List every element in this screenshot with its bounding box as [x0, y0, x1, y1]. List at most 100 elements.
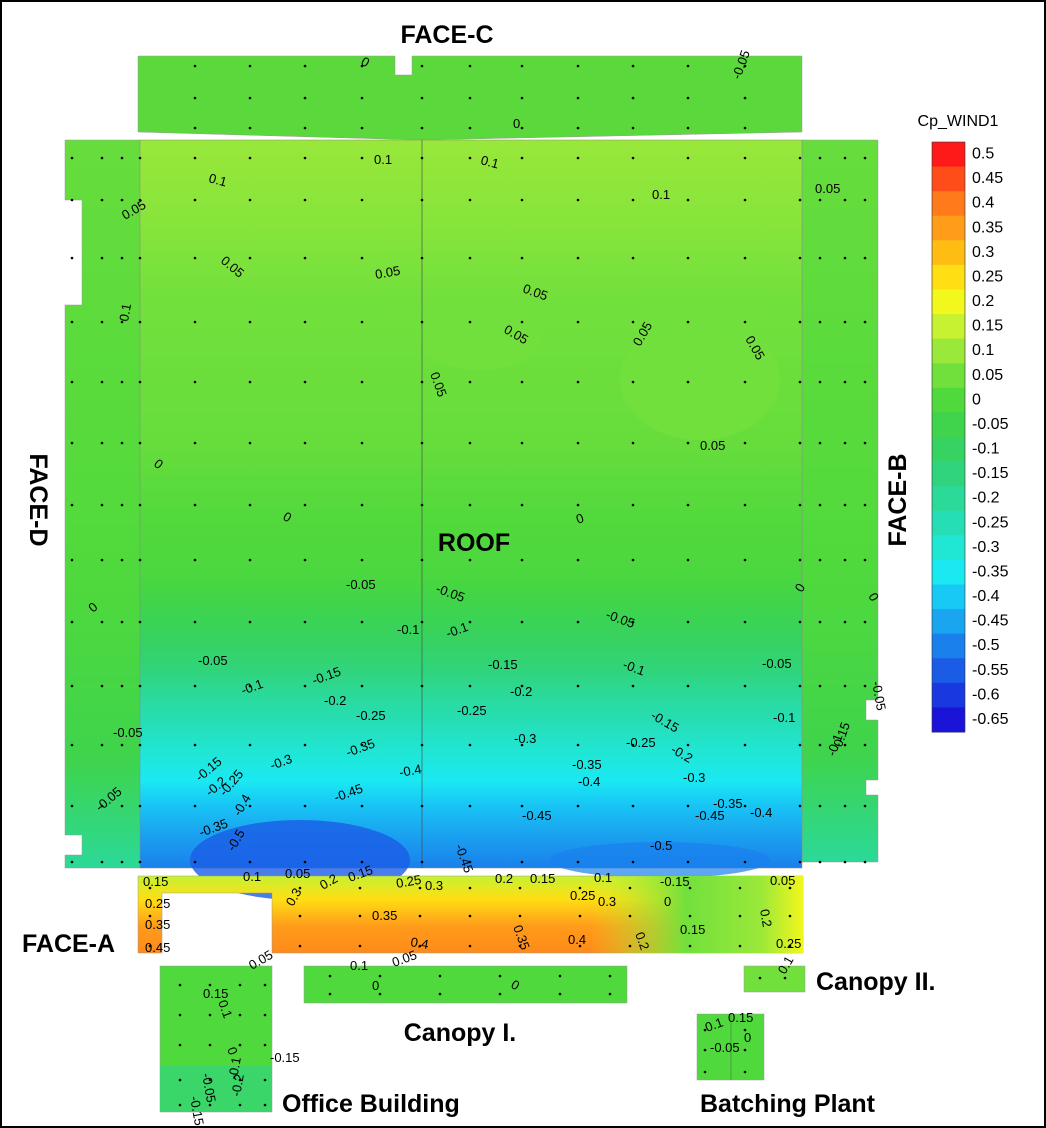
contour-label: 0: [224, 1045, 241, 1057]
contour-label: -0.1: [444, 619, 470, 641]
probe-dot: [263, 1103, 267, 1107]
probe-dot: [576, 256, 580, 260]
probe-dot: [743, 256, 747, 260]
probe-dot: [138, 860, 142, 864]
probe-dot: [358, 914, 362, 918]
canopy-1-panel: [303, 965, 628, 1004]
probe-dot: [303, 558, 307, 562]
legend-label: -0.55: [972, 662, 1009, 679]
probe-dot: [178, 1078, 182, 1082]
probe-dot: [418, 944, 422, 948]
contour-label: -0.05: [869, 680, 889, 712]
legend-label: 0.25: [972, 268, 1003, 285]
contour-label: 0.1: [207, 170, 228, 189]
probe-dot: [843, 743, 847, 747]
probe-dot: [418, 914, 422, 918]
probe-dot: [558, 992, 562, 996]
legend-swatch: [932, 215, 965, 241]
contour-label: -0.25: [356, 708, 386, 723]
probe-dot: [303, 441, 307, 445]
probe-dot: [378, 974, 382, 978]
probe-dot: [631, 441, 635, 445]
probe-dot: [743, 503, 747, 507]
probe-dot: [743, 804, 747, 808]
contour-label: -0.3: [514, 731, 536, 746]
contour-label: -0.45: [522, 808, 552, 823]
probe-dot: [70, 380, 74, 384]
contour-label: -0.3: [683, 770, 705, 785]
contour-label: -0.1: [239, 676, 265, 698]
contour-label: -0.1: [773, 710, 795, 725]
probe-dot: [863, 743, 867, 747]
legend-swatch: [932, 264, 965, 290]
probe-dot: [743, 743, 747, 747]
probe-dot: [120, 743, 124, 747]
probe-dot: [263, 983, 267, 987]
probe-dot: [248, 620, 252, 624]
probe-dot: [178, 1103, 182, 1107]
legend-label: -0.1: [972, 441, 1000, 458]
probe-dot: [148, 886, 152, 890]
probe-dot: [863, 380, 867, 384]
contour-label: 0.1: [116, 302, 134, 322]
contour-label: -0.05: [346, 577, 376, 592]
probe-dot: [193, 380, 197, 384]
probe-dot: [686, 320, 690, 324]
probe-dot: [328, 974, 332, 978]
probe-dot: [743, 620, 747, 624]
probe-dot: [576, 64, 580, 68]
probe-dot: [520, 860, 524, 864]
probe-dot: [703, 1048, 707, 1052]
probe-dot: [303, 256, 307, 260]
contour-label: 0.4: [409, 934, 429, 952]
probe-dot: [743, 320, 747, 324]
contour-label: -0.15: [660, 874, 690, 889]
contour-label: 0.15: [728, 1010, 753, 1025]
probe-dot: [863, 198, 867, 202]
contour-label: -0.1: [621, 657, 647, 679]
roof-label: ROOF: [438, 529, 510, 557]
canopy-2-label: Canopy II.: [816, 968, 935, 996]
face-c-label: FACE-C: [400, 21, 493, 49]
probe-dot: [248, 684, 252, 688]
probe-dot: [70, 320, 74, 324]
probe-points: [70, 64, 867, 1107]
probe-dot: [788, 914, 792, 918]
probe-dot: [518, 886, 522, 890]
probe-dot: [138, 804, 142, 808]
probe-dot: [178, 983, 182, 987]
probe-dot: [238, 1078, 242, 1082]
probe-dot: [420, 860, 424, 864]
probe-dot: [576, 620, 580, 624]
probe-dot: [818, 860, 822, 864]
legend-swatch: [932, 412, 965, 438]
contour-label: -0.3: [268, 751, 294, 773]
legend-title: Cp_WIND1: [918, 113, 999, 130]
probe-dot: [743, 380, 747, 384]
legend-swatch: [932, 633, 965, 659]
probe-dot: [303, 96, 307, 100]
probe-dot: [238, 1103, 242, 1107]
probe-dot: [843, 620, 847, 624]
probe-dot: [303, 860, 307, 864]
probe-dot: [631, 256, 635, 260]
probe-dot: [120, 558, 124, 562]
probe-dot: [738, 944, 742, 948]
probe-dot: [578, 914, 582, 918]
probe-dot: [468, 944, 472, 948]
contour-label: 0.05: [815, 181, 840, 196]
contour-label: 0.2: [495, 871, 513, 886]
legend-swatch: [932, 510, 965, 536]
probe-dot: [360, 198, 364, 202]
probe-dot: [576, 558, 580, 562]
probe-dot: [631, 380, 635, 384]
legend: 0.5 0.45 0.4 0.35 0.3 0.25 0.2 0.15 0.1 0.05 0 -0.0…: [931, 141, 1009, 733]
probe-dot: [798, 804, 802, 808]
probe-dot: [608, 974, 612, 978]
probe-dot: [798, 743, 802, 747]
contour-label: -0.15: [488, 657, 518, 672]
probe-dot: [818, 558, 822, 562]
probe-dot: [238, 1013, 242, 1017]
probe-dot: [378, 992, 382, 996]
contour-label: 0.05: [770, 873, 795, 888]
